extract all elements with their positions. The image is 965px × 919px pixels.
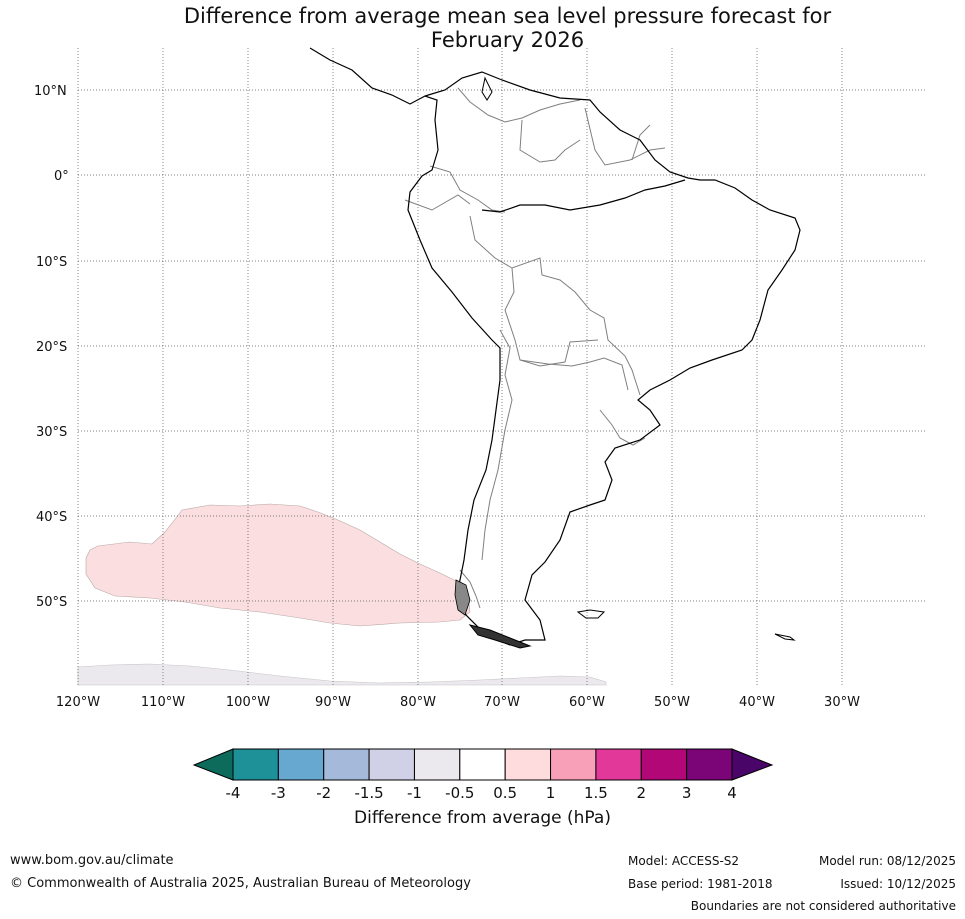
lon-label-100w: 100°W — [226, 695, 270, 710]
colorbar-tick-label: -4 — [226, 784, 241, 802]
colorbar-tick-label: 1.5 — [584, 784, 608, 802]
lon-label-60w: 60°W — [569, 695, 605, 710]
south-georgia — [774, 633, 796, 641]
colorbar-segment — [640, 748, 688, 781]
colorbar-segment — [413, 748, 461, 781]
amazon-river — [481, 179, 686, 213]
colorbar-tick-label: -0.5 — [445, 784, 474, 802]
colorbar-segment — [232, 748, 279, 781]
lat-label-20s: 20°S — [36, 340, 67, 355]
falkland-islands — [576, 609, 606, 619]
colorbar-tick-label: -1.5 — [354, 784, 383, 802]
lon-label-30w: 30°W — [824, 695, 860, 710]
colorbar-tick-label: -2 — [316, 784, 331, 802]
footer-issued: Issued: 10/12/2025 — [840, 877, 956, 891]
colorbar-segment — [459, 748, 506, 781]
lon-label-80w: 80°W — [400, 695, 436, 710]
lat-label-30s: 30°S — [36, 425, 67, 440]
colorbar-segment — [277, 748, 325, 781]
southern-ocean-anomaly — [77, 663, 607, 686]
colorbar-segment — [595, 748, 642, 781]
colorbar-tick-label: -3 — [271, 784, 286, 802]
title-line-2: February 2026 — [430, 28, 585, 52]
lat-label-0: 0° — [54, 169, 69, 184]
footer-copyright: © Commonwealth of Australia 2025, Austra… — [10, 876, 471, 891]
footer-model: Model: ACCESS-S2 — [628, 854, 740, 868]
country-borders — [404, 87, 666, 609]
lon-label-110w: 110°W — [141, 695, 185, 710]
colorbar-segment — [686, 748, 733, 781]
colorbar-tick-label: 3 — [682, 784, 692, 802]
colorbar-tick-label: -1 — [407, 784, 422, 802]
southeast-pacific-anomaly — [85, 503, 471, 627]
lat-label-50s: 50°S — [36, 595, 67, 610]
lon-label-70w: 70°W — [484, 695, 520, 710]
lat-label-10n: 10°N — [34, 84, 67, 99]
colorbar-segment — [368, 748, 415, 781]
colorbar-over-arrow — [731, 748, 774, 781]
south-america-coastline — [309, 47, 801, 646]
lat-label-10s: 10°S — [36, 255, 67, 270]
colorbar: -4 -3 -2 -1.5 -1 -0.5 0.5 1 1.5 2 3 4 — [192, 748, 774, 802]
footer-model-run: Model run: 08/12/2025 — [818, 854, 956, 868]
colorbar-label: Difference from average (hPa) — [354, 808, 611, 828]
footer-disclaimer: Boundaries are not considered authoritat… — [690, 899, 956, 913]
lat-label-40s: 40°S — [36, 510, 67, 525]
caribbean-coast — [481, 76, 493, 101]
chile-fjords — [454, 579, 471, 616]
colorbar-tick-label: 1 — [546, 784, 556, 802]
colorbar-tick-label: 0.5 — [493, 784, 517, 802]
title-line-1: Difference from average mean sea level p… — [183, 4, 832, 28]
colorbar-tick-label: 2 — [636, 784, 646, 802]
colorbar-tick-label: 4 — [727, 784, 737, 802]
lon-label-40w: 40°W — [739, 695, 775, 710]
lon-label-120w: 120°W — [56, 695, 100, 710]
lon-label-50w: 50°W — [654, 695, 690, 710]
colorbar-under-arrow — [192, 748, 234, 781]
graticule — [77, 48, 926, 685]
lon-label-90w: 90°W — [315, 695, 351, 710]
footer-base-period: Base period: 1981-2018 — [628, 877, 773, 891]
map-title: Difference from average mean sea level p… — [0, 4, 965, 52]
colorbar-segment — [323, 748, 370, 781]
colorbar-segment — [504, 748, 552, 781]
footer-url: www.bom.gov.au/climate — [10, 853, 174, 868]
tierra-del-fuego — [468, 624, 532, 649]
colorbar-segment — [550, 748, 597, 781]
